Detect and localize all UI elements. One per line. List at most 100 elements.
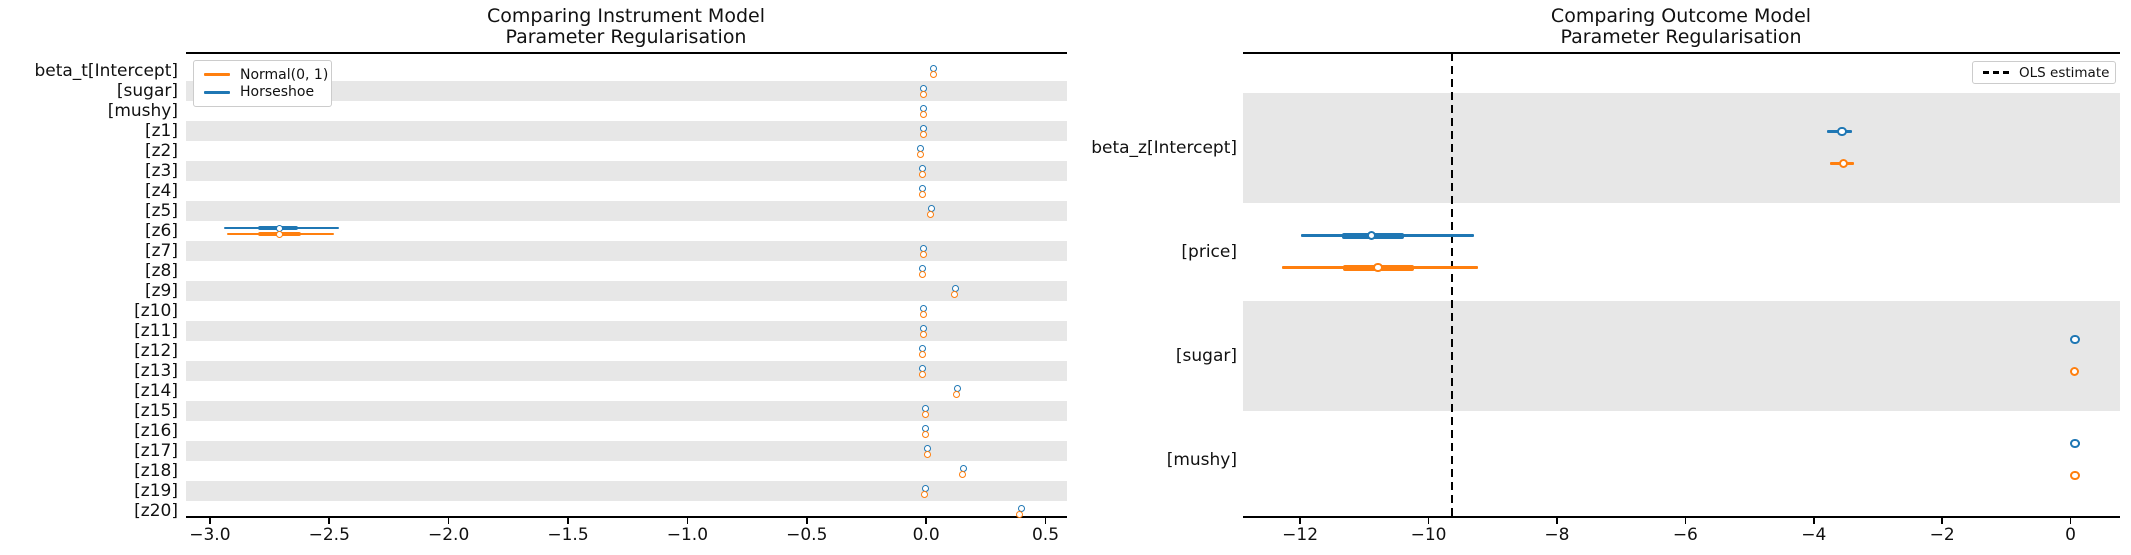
- row-shading-band: [1243, 300, 2120, 411]
- instrument-panel-title: Comparing Instrument Model Parameter Reg…: [487, 6, 765, 48]
- y-tick-label: [z19]: [134, 481, 178, 501]
- x-tick-mark: [1299, 517, 1301, 524]
- ols-estimate-line: [1451, 53, 1454, 517]
- y-tick-label: [z14]: [134, 381, 178, 401]
- x-tick-label: −6: [1672, 525, 1698, 545]
- bottom-spine: [186, 516, 1067, 518]
- ols-legend: OLS estimate: [1972, 61, 2116, 84]
- x-tick-mark: [328, 517, 331, 524]
- posterior-mean-marker: [1015, 510, 1023, 518]
- posterior-mean-marker: [2070, 438, 2080, 449]
- posterior-mean-marker: [919, 110, 927, 118]
- posterior-mean-marker: [917, 150, 925, 158]
- x-tick-label: 0: [2065, 525, 2076, 545]
- y-tick-label: beta_t[Intercept]: [34, 61, 178, 81]
- posterior-mean-marker: [275, 230, 283, 238]
- outcome-plot-area: −12 −10 −8 −6 −4 −2 0: [1243, 52, 2120, 545]
- x-tick-mark: [1812, 517, 1815, 524]
- x-tick-mark: [1684, 517, 1687, 524]
- posterior-mean-marker: [1838, 158, 1849, 169]
- outcome-y-axis-labels: beta_z[Intercept] [price] [sugar] [mushy]: [1091, 53, 1237, 517]
- x-tick-label: −0.5: [786, 525, 828, 545]
- row-shading-band: [186, 321, 1067, 341]
- x-tick-label: −2.5: [308, 525, 350, 545]
- row-shading-band: [186, 201, 1067, 221]
- posterior-mean-marker: [953, 390, 961, 398]
- y-tick-label: [z16]: [134, 421, 178, 441]
- row-shading-band: [186, 441, 1067, 461]
- posterior-mean-marker: [923, 450, 931, 458]
- y-tick-label: [z4]: [144, 181, 178, 201]
- y-tick-label: [z17]: [134, 441, 178, 461]
- posterior-mean-marker: [921, 410, 929, 418]
- posterior-mean-marker: [1373, 262, 1383, 273]
- posterior-mean-marker: [919, 270, 927, 278]
- top-spine: [1243, 52, 2120, 54]
- y-tick-label: [z15]: [134, 401, 178, 421]
- row-shading-band: [186, 361, 1067, 381]
- x-tick-label: 0.5: [1031, 525, 1060, 545]
- x-tick-label: −10: [1410, 525, 1447, 545]
- row-shading-band: [186, 81, 1067, 101]
- y-tick-label: [z9]: [144, 281, 178, 301]
- x-tick-mark: [1044, 517, 1047, 524]
- posterior-mean-marker: [919, 130, 927, 138]
- instrument-title-line2: Parameter Regularisation: [505, 26, 747, 48]
- posterior-mean-marker: [1837, 126, 1847, 137]
- y-tick-label: [z5]: [144, 201, 178, 221]
- row-shading-band: [1243, 92, 2120, 203]
- outcome-panel-title: Comparing Outcome Model Parameter Regula…: [1551, 6, 1811, 48]
- y-tick-label: [price]: [1181, 241, 1237, 262]
- x-tick-mark: [805, 517, 808, 524]
- x-tick-mark: [2069, 517, 2072, 524]
- posterior-mean-marker: [918, 370, 926, 378]
- legend-entry-normal: Normal(0, 1): [204, 67, 328, 83]
- legend-label-normal: Normal(0, 1): [240, 66, 329, 83]
- instrument-plot-area: −3.0 −2.5 −2.0 −1.5 −1.0 −0.5 0.0 0.5: [186, 52, 1067, 545]
- posterior-mean-marker: [920, 330, 927, 338]
- posterior-mean-marker: [951, 290, 959, 298]
- horseshoe-line-sample-icon: [204, 90, 230, 94]
- y-tick-label: [z18]: [134, 461, 178, 481]
- posterior-mean-marker: [1366, 230, 1377, 241]
- posterior-mean-marker: [959, 470, 967, 478]
- ols-dashed-line-sample-icon: [1983, 71, 2009, 74]
- legend-label-ols: OLS estimate: [2019, 64, 2110, 81]
- x-tick-mark: [447, 517, 450, 524]
- y-tick-label: [sugar]: [116, 81, 178, 101]
- row-shading-band: [186, 281, 1067, 301]
- posterior-mean-marker: [919, 350, 927, 358]
- bottom-spine: [1243, 516, 2120, 518]
- legend-label-horseshoe: Horseshoe: [240, 84, 315, 101]
- top-spine: [186, 52, 1067, 54]
- x-tick-label: −4: [1801, 525, 1827, 545]
- x-tick-mark: [567, 517, 569, 524]
- row-shading-band: [186, 481, 1067, 501]
- x-tick-label: −3.0: [189, 525, 231, 545]
- y-tick-label: [z8]: [144, 261, 178, 281]
- posterior-mean-marker: [920, 250, 927, 258]
- posterior-mean-marker: [927, 210, 935, 218]
- y-tick-label: [sugar]: [1175, 345, 1237, 366]
- x-tick-mark: [925, 517, 927, 524]
- y-tick-label: [z20]: [134, 501, 178, 521]
- posterior-mean-marker: [919, 170, 927, 178]
- posterior-mean-marker: [921, 490, 929, 498]
- x-tick-label: 0.0: [912, 525, 940, 545]
- posterior-mean-marker: [920, 310, 927, 318]
- y-tick-label: [z7]: [144, 241, 178, 261]
- outcome-title-line2: Parameter Regularisation: [1560, 26, 1802, 48]
- instrument-legend: Normal(0, 1) Horseshoe: [193, 60, 332, 107]
- y-tick-label: [z2]: [144, 141, 178, 161]
- y-tick-label: [z11]: [134, 321, 178, 341]
- posterior-mean-marker: [919, 90, 927, 98]
- x-tick-mark: [1427, 517, 1430, 524]
- y-tick-label: [z13]: [134, 361, 178, 381]
- x-tick-mark: [686, 517, 689, 524]
- x-tick-label: −12: [1282, 525, 1319, 545]
- y-tick-label: beta_z[Intercept]: [1091, 137, 1237, 158]
- legend-entry-ols: OLS estimate: [1983, 65, 2109, 81]
- legend-entry-horseshoe: Horseshoe: [204, 84, 321, 100]
- y-tick-label: [z3]: [144, 161, 178, 181]
